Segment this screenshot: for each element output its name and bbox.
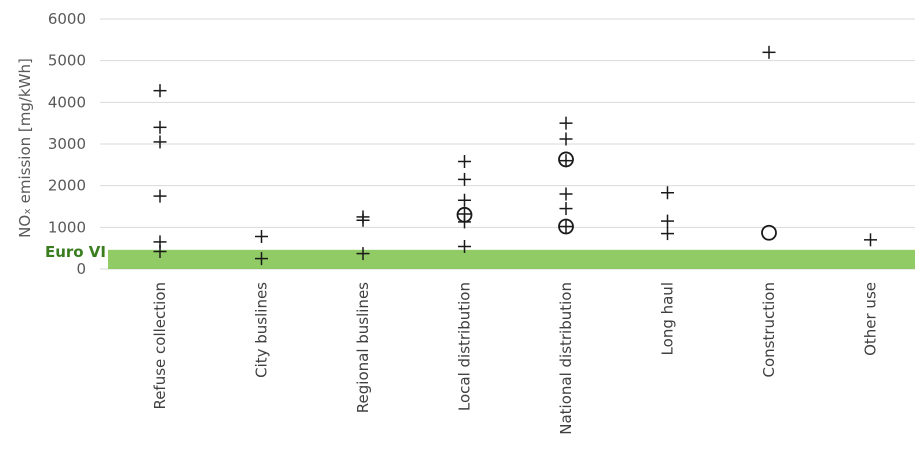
y-tick-label: 1000	[48, 218, 86, 236]
plus-marker	[153, 245, 167, 258]
y-tick-label: 0	[76, 260, 86, 278]
plus-marker	[559, 132, 573, 146]
y-axis-ticks: 0 1000 2000 3000 4000 5000 6000	[48, 10, 86, 278]
plus-marker	[356, 213, 370, 227]
data-points	[153, 45, 877, 266]
x-category-label: National distribution	[557, 282, 575, 435]
circle-marker	[761, 224, 777, 241]
plus-marker	[458, 155, 471, 168]
x-category-label: Long haul	[659, 282, 677, 355]
x-category-label: City buslines	[253, 282, 271, 378]
plus-marker	[458, 172, 471, 186]
y-tick-label: 3000	[48, 135, 86, 153]
plus-marker	[864, 233, 877, 247]
circle-marker	[456, 206, 473, 223]
y-tick-label: 4000	[48, 93, 86, 111]
y-tick-label: 5000	[48, 52, 86, 70]
grid-lines	[100, 18, 915, 270]
plus-marker	[559, 220, 573, 233]
x-axis-categories: Refuse collection City buslines Regional b…	[151, 282, 880, 435]
plus-marker	[153, 135, 167, 149]
plus-marker	[153, 189, 167, 203]
plus-marker	[559, 154, 573, 168]
plus-marker	[559, 202, 573, 216]
plus-marker	[153, 120, 167, 134]
plus-marker	[661, 227, 674, 241]
plus-marker	[559, 116, 573, 130]
x-category-label: Refuse collection	[151, 282, 169, 410]
plus-marker	[661, 186, 674, 200]
plus-marker	[661, 214, 674, 228]
plus-marker	[458, 193, 471, 207]
x-category-label: Regional buslines	[354, 282, 372, 413]
euro-vi-label: Euro VI	[45, 243, 106, 261]
plus-marker	[762, 45, 776, 59]
plus-marker	[255, 230, 268, 243]
y-axis-label: NOₓ emission [mg/kWh]	[16, 58, 34, 238]
x-category-label: Construction	[760, 282, 778, 378]
x-category-label: Other use	[862, 282, 880, 356]
plus-marker	[559, 187, 573, 201]
y-tick-label: 6000	[48, 10, 86, 28]
circle-marker	[558, 218, 574, 235]
circle-marker	[558, 151, 574, 168]
euro-vi-band	[108, 249, 915, 269]
x-category-label: Local distribution	[456, 282, 474, 411]
plus-marker	[153, 84, 167, 98]
plus-marker	[458, 240, 471, 253]
y-tick-label: 2000	[48, 177, 86, 195]
plus-marker	[255, 252, 268, 266]
plus-marker	[356, 247, 370, 261]
